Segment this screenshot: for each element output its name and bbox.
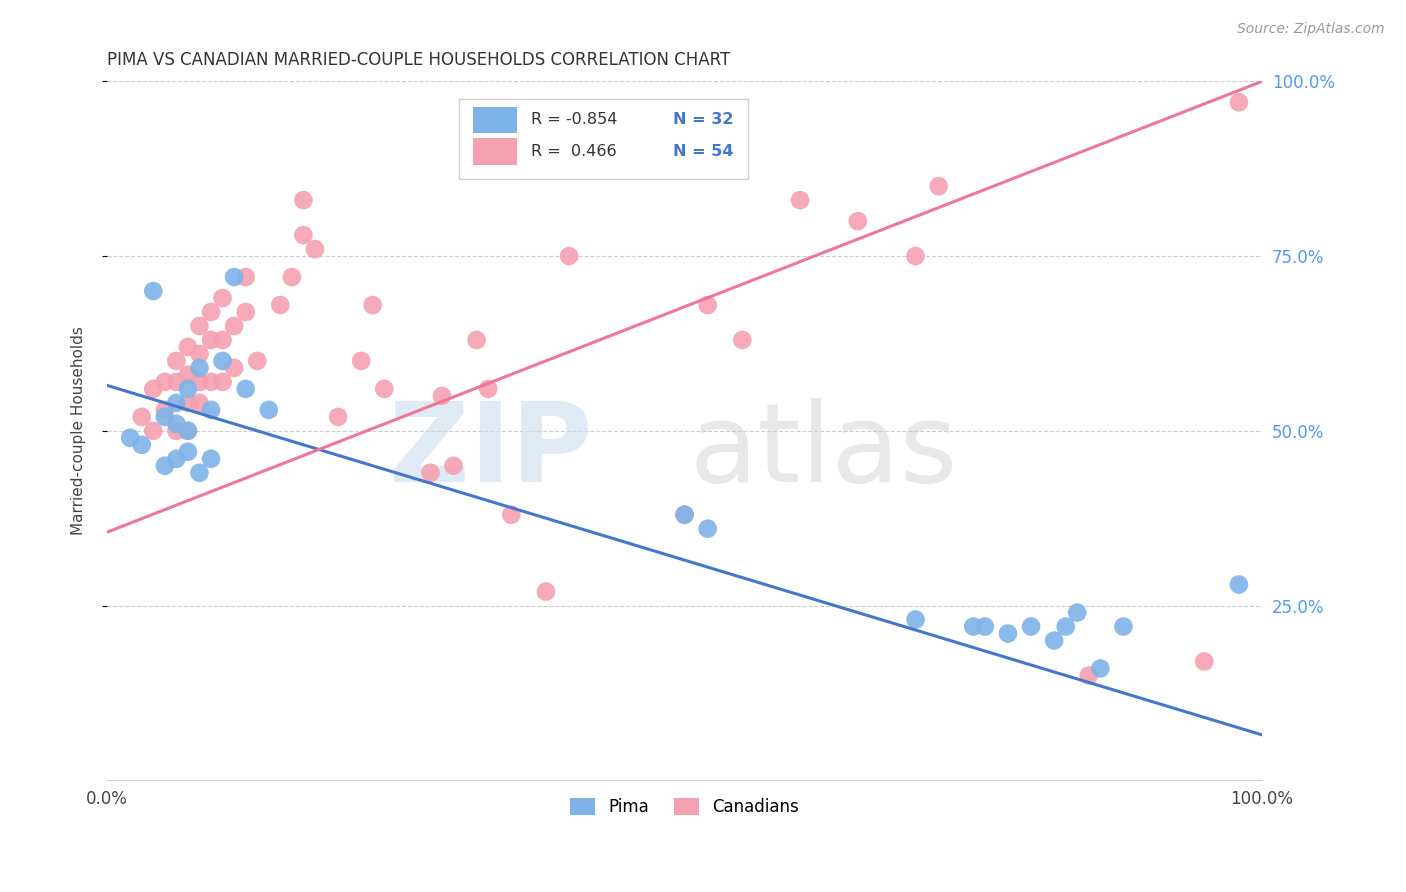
Text: Source: ZipAtlas.com: Source: ZipAtlas.com <box>1237 22 1385 37</box>
Y-axis label: Married-couple Households: Married-couple Households <box>72 326 86 535</box>
Point <box>131 438 153 452</box>
Point <box>962 619 984 633</box>
Point <box>142 284 165 298</box>
Point <box>165 354 187 368</box>
Point <box>696 522 718 536</box>
Point <box>165 396 187 410</box>
Point <box>177 396 200 410</box>
Point <box>177 424 200 438</box>
Point <box>1227 95 1250 110</box>
Text: R =  0.466: R = 0.466 <box>531 144 617 159</box>
Point <box>188 466 211 480</box>
Point <box>373 382 395 396</box>
Point <box>257 402 280 417</box>
Point <box>534 584 557 599</box>
Point <box>673 508 696 522</box>
Point <box>731 333 754 347</box>
Point <box>153 402 176 417</box>
Point <box>361 298 384 312</box>
Point <box>165 424 187 438</box>
Point <box>200 305 222 319</box>
Point <box>1112 619 1135 633</box>
Point <box>501 508 523 522</box>
Point <box>1054 619 1077 633</box>
Point <box>153 375 176 389</box>
Point <box>200 402 222 417</box>
Point <box>673 508 696 522</box>
Point <box>246 354 269 368</box>
Point <box>188 347 211 361</box>
Point <box>200 375 222 389</box>
Point <box>997 626 1019 640</box>
Point <box>131 409 153 424</box>
Text: R = -0.854: R = -0.854 <box>531 112 617 128</box>
Point <box>292 228 315 243</box>
Point <box>350 354 373 368</box>
Point <box>1077 668 1099 682</box>
Point <box>211 291 233 305</box>
Point <box>142 424 165 438</box>
Point <box>153 458 176 473</box>
Point <box>177 444 200 458</box>
Point <box>1066 606 1088 620</box>
Point <box>120 431 142 445</box>
Point <box>165 417 187 431</box>
Point <box>904 613 927 627</box>
Point <box>165 451 187 466</box>
Point <box>696 298 718 312</box>
Point <box>1019 619 1042 633</box>
Point <box>211 375 233 389</box>
Point <box>165 375 187 389</box>
Point <box>430 389 453 403</box>
Point <box>200 451 222 466</box>
Point <box>211 354 233 368</box>
Legend: Pima, Canadians: Pima, Canadians <box>561 789 807 824</box>
Point <box>1194 655 1216 669</box>
Point <box>224 318 246 333</box>
Point <box>188 318 211 333</box>
Point <box>188 360 211 375</box>
Point <box>1043 633 1066 648</box>
Point <box>188 396 211 410</box>
Point <box>973 619 995 633</box>
Text: N = 54: N = 54 <box>673 144 734 159</box>
Text: N = 32: N = 32 <box>673 112 734 128</box>
Point <box>326 409 349 424</box>
Point <box>789 193 811 207</box>
Point <box>292 193 315 207</box>
Point <box>224 360 246 375</box>
Point <box>465 333 488 347</box>
Point <box>928 179 950 194</box>
Text: PIMA VS CANADIAN MARRIED-COUPLE HOUSEHOLDS CORRELATION CHART: PIMA VS CANADIAN MARRIED-COUPLE HOUSEHOL… <box>107 51 730 69</box>
Point <box>177 368 200 382</box>
FancyBboxPatch shape <box>460 99 748 179</box>
Point <box>177 382 200 396</box>
Point <box>558 249 581 263</box>
FancyBboxPatch shape <box>474 106 517 133</box>
Point <box>235 270 257 285</box>
Point <box>188 375 211 389</box>
Point <box>904 249 927 263</box>
Point <box>281 270 304 285</box>
Point <box>477 382 499 396</box>
Point <box>269 298 291 312</box>
Point <box>177 424 200 438</box>
Point <box>200 333 222 347</box>
FancyBboxPatch shape <box>474 138 517 164</box>
Point <box>224 270 246 285</box>
Point <box>443 458 465 473</box>
Point <box>153 409 176 424</box>
Point <box>235 305 257 319</box>
Point <box>304 242 326 256</box>
Point <box>142 382 165 396</box>
Point <box>1090 661 1112 675</box>
Text: atlas: atlas <box>689 399 957 505</box>
Point <box>1227 577 1250 591</box>
Point <box>211 333 233 347</box>
Text: ZIP: ZIP <box>389 399 592 505</box>
Point <box>846 214 869 228</box>
Point <box>177 340 200 354</box>
Point <box>235 382 257 396</box>
Point <box>419 466 441 480</box>
